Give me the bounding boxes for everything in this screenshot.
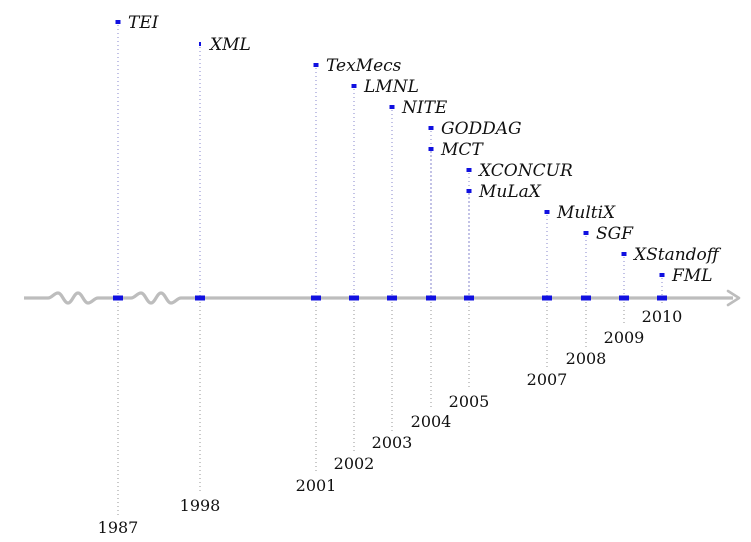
event-label-multix: MultiX — [556, 203, 616, 223]
year-label-2005: 2005 — [449, 392, 490, 411]
axis-tick-2003 — [387, 295, 397, 301]
axis-tick-2004 — [426, 295, 436, 301]
axis-arrow-head — [726, 289, 741, 307]
event-marker-sgf — [583, 231, 589, 235]
event-marker-texmecs — [313, 63, 319, 67]
axis-tick-2001 — [311, 295, 321, 301]
axis-ticks — [113, 295, 667, 301]
event-label-texmecs: TexMecs — [326, 56, 402, 76]
year-label-1987: 1987 — [98, 518, 139, 537]
event-marker-tei — [115, 20, 121, 24]
year-label-2004: 2004 — [411, 412, 452, 431]
year-label-2010: 2010 — [642, 307, 683, 326]
event-label-lmnl: LMNL — [363, 77, 419, 97]
event-label-tei: TEI — [128, 13, 159, 33]
event-marker-xconcur — [466, 168, 472, 172]
event-marker-multix — [544, 210, 550, 214]
event-marker-mct — [428, 147, 434, 151]
event-label-goddag: GODDAG — [441, 119, 522, 139]
axis-tick-2007 — [542, 295, 552, 301]
guide-lines — [117, 25, 663, 516]
timeline-axis — [24, 289, 741, 307]
year-label-1998: 1998 — [180, 496, 221, 515]
event-label-xconcur: XCONCUR — [477, 161, 573, 181]
event-marker-xml — [199, 42, 201, 46]
event-marker-lmnl — [351, 84, 357, 88]
event-marker-goddag — [428, 126, 434, 130]
event-marker-nite — [389, 105, 395, 109]
event-markers — [115, 20, 665, 277]
year-label-2007: 2007 — [527, 370, 568, 389]
event-labels: TEI XML TexMecsLMNLNITEGODDAGMCTXCONCURMuL… — [128, 13, 722, 286]
axis-tick-1998 — [195, 295, 205, 301]
event-label-fml: FML — [671, 266, 713, 286]
event-label-mct: MCT — [440, 140, 484, 160]
year-label-2009: 2009 — [604, 328, 645, 347]
axis-tick-2005 — [464, 295, 474, 301]
event-marker-xstandoff — [621, 252, 627, 256]
event-label-sgf: SGF — [596, 224, 634, 244]
year-label-2001: 2001 — [296, 476, 337, 495]
event-marker-mulax — [466, 189, 472, 193]
event-label-xml: XML — [208, 35, 251, 55]
axis-tick-2002 — [349, 295, 359, 301]
axis-tick-2010 — [657, 295, 667, 301]
axis-tick-2009 — [619, 295, 629, 301]
event-marker-fml — [659, 273, 665, 277]
event-label-xstandoff: XStandoff — [632, 245, 722, 265]
event-label-nite: NITE — [401, 98, 448, 118]
event-label-mulax: MuLaX — [478, 182, 542, 202]
year-label-2008: 2008 — [566, 349, 607, 368]
axis-tick-1987 — [113, 295, 123, 301]
axis-tick-2008 — [581, 295, 591, 301]
year-label-2003: 2003 — [372, 433, 413, 452]
year-label-2002: 2002 — [334, 454, 375, 473]
